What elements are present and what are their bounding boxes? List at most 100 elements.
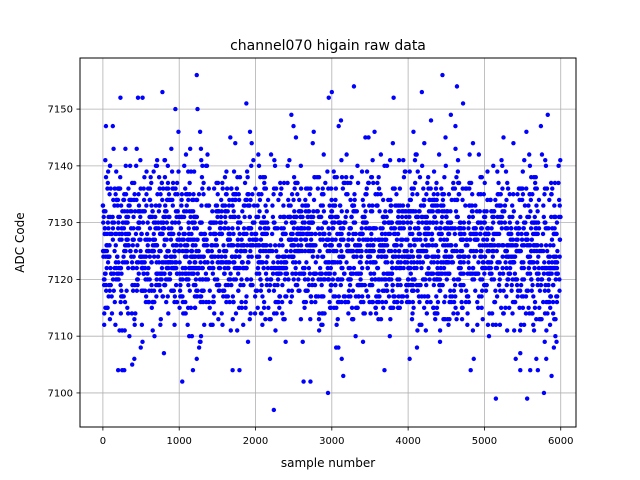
- data-point: [298, 316, 304, 322]
- data-point: [460, 101, 466, 106]
- data-point: [539, 277, 545, 282]
- data-point: [520, 197, 525, 203]
- data-point: [105, 260, 111, 265]
- data-point: [401, 226, 406, 231]
- data-point: [364, 248, 369, 254]
- data-point: [339, 175, 345, 180]
- data-point: [340, 265, 345, 271]
- data-point: [138, 157, 143, 163]
- data-point: [259, 192, 264, 197]
- data-point: [467, 237, 473, 242]
- data-point: [317, 265, 323, 271]
- data-point: [199, 157, 204, 163]
- data-point: [198, 260, 203, 265]
- data-point: [283, 265, 289, 271]
- data-point: [237, 231, 242, 237]
- data-point: [448, 288, 453, 293]
- data-point: [407, 226, 413, 231]
- data-point: [489, 260, 494, 265]
- data-point: [548, 305, 553, 310]
- data-point: [207, 226, 212, 231]
- data-point: [408, 271, 413, 276]
- data-point: [418, 237, 423, 242]
- data-point: [281, 226, 286, 231]
- data-point: [180, 294, 185, 299]
- data-point: [475, 299, 480, 305]
- data-point: [415, 214, 421, 220]
- data-point: [147, 226, 153, 231]
- data-point: [383, 231, 388, 237]
- data-point: [400, 294, 406, 299]
- data-point: [537, 288, 543, 293]
- data-point: [133, 163, 139, 169]
- data-point: [179, 203, 184, 208]
- data-point: [155, 254, 161, 259]
- data-point: [504, 265, 509, 271]
- data-point: [428, 299, 433, 305]
- data-point: [345, 192, 350, 197]
- data-point: [263, 316, 268, 322]
- data-point: [190, 368, 196, 373]
- data-point: [435, 265, 440, 271]
- data-point: [224, 299, 229, 305]
- data-point: [254, 288, 260, 293]
- data-point: [118, 282, 123, 288]
- data-point: [236, 197, 242, 203]
- data-point: [144, 203, 149, 208]
- data-point: [440, 72, 445, 78]
- data-point: [160, 89, 165, 95]
- data-point: [453, 305, 458, 310]
- data-point: [332, 294, 338, 299]
- data-point: [331, 169, 336, 174]
- data-point: [276, 197, 281, 203]
- data-point: [535, 277, 541, 282]
- data-point: [256, 254, 262, 259]
- data-point: [493, 288, 498, 293]
- data-point: [462, 231, 467, 237]
- data-point: [328, 265, 334, 271]
- data-point: [176, 220, 182, 225]
- data-point: [200, 186, 205, 191]
- data-point: [500, 265, 505, 271]
- data-point: [267, 356, 273, 362]
- data-point: [202, 231, 208, 237]
- data-point: [131, 265, 136, 271]
- data-point: [470, 328, 476, 333]
- data-point: [433, 316, 438, 322]
- data-point: [230, 368, 235, 373]
- data-point: [103, 175, 109, 180]
- data-point: [195, 237, 200, 242]
- data-point: [106, 226, 111, 231]
- data-point: [316, 328, 322, 333]
- data-point: [225, 294, 231, 299]
- data-point: [213, 220, 219, 225]
- data-point: [462, 254, 468, 259]
- data-point: [253, 186, 258, 191]
- data-point: [248, 197, 253, 203]
- data-point: [301, 379, 306, 384]
- data-point: [154, 163, 160, 169]
- data-point: [126, 231, 132, 237]
- data-point: [421, 203, 427, 208]
- data-point: [549, 237, 555, 242]
- data-point: [170, 180, 176, 186]
- data-point: [389, 260, 395, 265]
- data-point: [248, 311, 253, 316]
- data-point: [521, 277, 527, 282]
- data-point: [255, 214, 261, 220]
- data-point: [140, 95, 145, 100]
- data-point: [473, 288, 478, 293]
- data-point: [107, 254, 112, 259]
- data-point: [475, 305, 481, 310]
- data-point: [438, 265, 443, 271]
- data-point: [532, 180, 538, 186]
- data-point: [169, 226, 174, 231]
- data-point: [388, 248, 394, 254]
- data-point: [103, 282, 109, 288]
- data-point: [529, 237, 535, 242]
- data-point: [483, 265, 488, 271]
- data-point: [229, 282, 234, 288]
- data-point: [102, 277, 107, 282]
- data-point: [313, 271, 319, 276]
- data-point: [121, 226, 127, 231]
